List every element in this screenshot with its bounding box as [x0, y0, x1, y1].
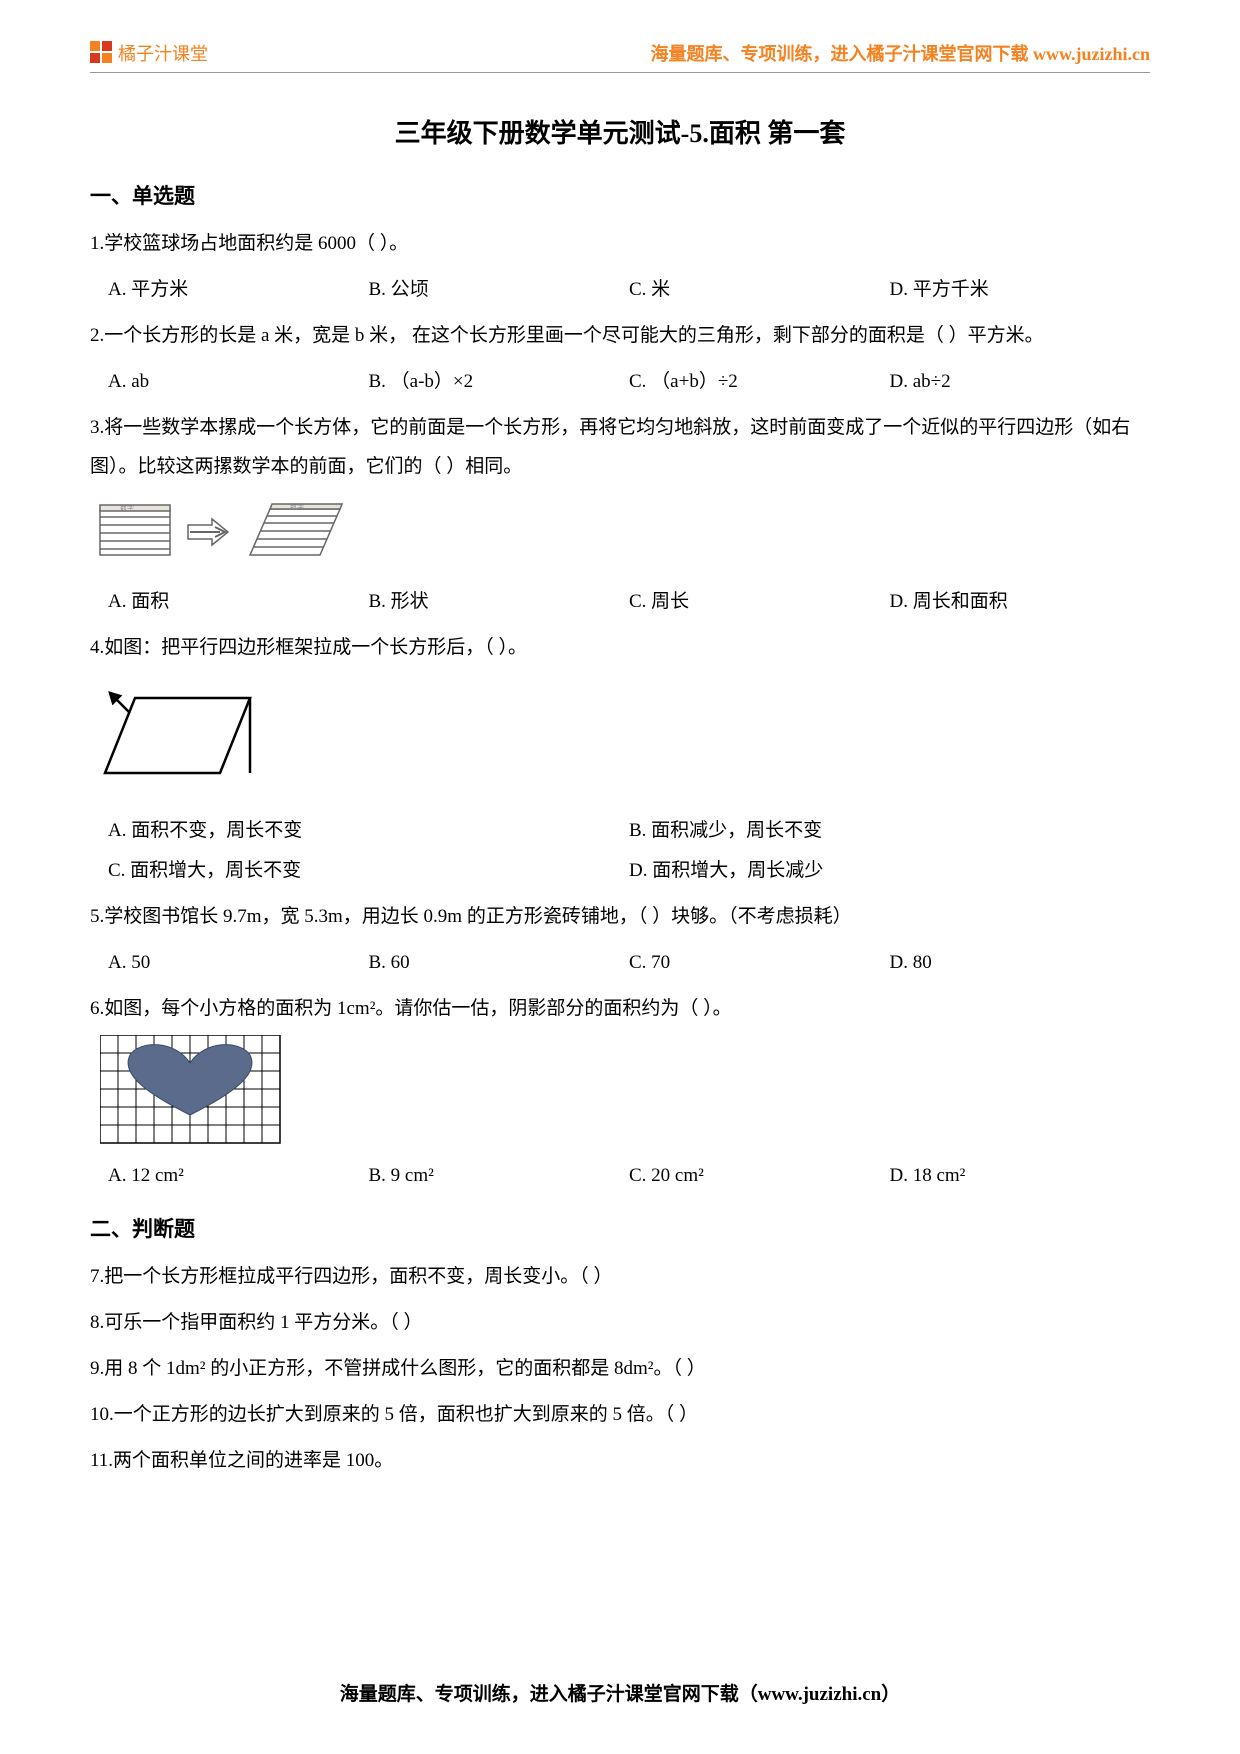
page-header: 橘子汁课堂 海量题库、专项训练，进入橘子汁课堂官网下载 www.juzizhi.…	[90, 40, 1150, 73]
q1-text: 1.学校篮球场占地面积约是 6000（ ）。	[90, 224, 1150, 264]
q4-options: A. 面积不变，周长不变 B. 面积减少，周长不变 C. 面积增大，周长不变 D…	[90, 811, 1150, 891]
q5-options: A. 50 B. 60 C. 70 D. 80	[90, 943, 1150, 983]
q10: 10.一个正方形的边长扩大到原来的 5 倍，面积也扩大到原来的 5 倍。（ ）	[90, 1395, 1150, 1435]
q2-opt-c: C. （a+b）÷2	[629, 362, 890, 402]
q5-text: 5.学校图书馆长 9.7m，宽 5.3m，用边长 0.9m 的正方形瓷砖铺地，（…	[90, 897, 1150, 937]
section2-heading: 二、判断题	[90, 1213, 1150, 1243]
page-footer: 海量题库、专项训练，进入橘子汁课堂官网下载（www.juzizhi.cn）	[0, 1679, 1240, 1706]
q4-opt-d: D. 面积增大，周长减少	[629, 851, 1150, 891]
q6-opt-a: A. 12 cm²	[108, 1156, 369, 1196]
q2-opt-b: B. （a-b）×2	[369, 362, 630, 402]
q6-opt-d: D. 18 cm²	[890, 1156, 1151, 1196]
header-tagline: 海量题库、专项训练，进入橘子汁课堂官网下载 www.juzizhi.cn	[651, 40, 1151, 66]
q11: 11.两个面积单位之间的进率是 100。	[90, 1441, 1150, 1481]
q8: 8.可乐一个指甲面积约 1 平方分米。（ ）	[90, 1303, 1150, 1343]
q3-text: 3.将一些数学本摞成一个长方体，它的前面是一个长方形，再将它均匀地斜放，这时前面…	[90, 408, 1150, 488]
q5-opt-a: A. 50	[108, 943, 369, 983]
q6-text: 6.如图，每个小方格的面积为 1cm²。请你估一估，阴影部分的面积约为（ ）。	[90, 989, 1150, 1029]
q5-opt-c: C. 70	[629, 943, 890, 983]
q2-opt-d: D. ab÷2	[890, 362, 1151, 402]
q1-opt-b: B. 公顷	[369, 270, 630, 310]
q6-figure	[100, 1035, 1150, 1150]
logo-text: 橘子汁课堂	[118, 40, 208, 66]
page-title: 三年级下册数学单元测试-5.面积 第一套	[90, 113, 1150, 150]
q5-opt-d: D. 80	[890, 943, 1151, 983]
q9: 9.用 8 个 1dm² 的小正方形，不管拼成什么图形，它的面积都是 8dm²。…	[90, 1349, 1150, 1389]
q1-opt-a: A. 平方米	[108, 270, 369, 310]
q3-figure: 数学 数学	[90, 497, 1150, 572]
q3-opt-a: A. 面积	[108, 582, 369, 622]
q2-options: A. ab B. （a-b）×2 C. （a+b）÷2 D. ab÷2	[90, 362, 1150, 402]
q6-options: A. 12 cm² B. 9 cm² C. 20 cm² D. 18 cm²	[90, 1156, 1150, 1196]
section1-heading: 一、单选题	[90, 180, 1150, 210]
logo: 橘子汁课堂	[90, 40, 208, 66]
svg-text:数学: 数学	[290, 502, 304, 511]
q4-opt-b: B. 面积减少，周长不变	[629, 811, 1150, 851]
q2-opt-a: A. ab	[108, 362, 369, 402]
q7: 7.把一个长方形框拉成平行四边形，面积不变，周长变小。（ ）	[90, 1257, 1150, 1297]
q3-opt-b: B. 形状	[369, 582, 630, 622]
q6-opt-b: B. 9 cm²	[369, 1156, 630, 1196]
svg-text:数学: 数学	[120, 503, 134, 512]
q4-figure	[100, 688, 1150, 793]
q1-opt-d: D. 平方千米	[890, 270, 1151, 310]
q4-text: 4.如图：把平行四边形框架拉成一个长方形后，（ ）。	[90, 628, 1150, 668]
q6-opt-c: C. 20 cm²	[629, 1156, 890, 1196]
q2-text: 2.一个长方形的长是 a 米，宽是 b 米， 在这个长方形里画一个尽可能大的三角…	[90, 316, 1150, 356]
q4-opt-a: A. 面积不变，周长不变	[108, 811, 629, 851]
q1-options: A. 平方米 B. 公顷 C. 米 D. 平方千米	[90, 270, 1150, 310]
q3-options: A. 面积 B. 形状 C. 周长 D. 周长和面积	[90, 582, 1150, 622]
q4-opt-c: C. 面积增大，周长不变	[108, 851, 629, 891]
q3-opt-d: D. 周长和面积	[890, 582, 1151, 622]
q3-opt-c: C. 周长	[629, 582, 890, 622]
q5-opt-b: B. 60	[369, 943, 630, 983]
logo-icon	[90, 41, 114, 65]
q1-opt-c: C. 米	[629, 270, 890, 310]
